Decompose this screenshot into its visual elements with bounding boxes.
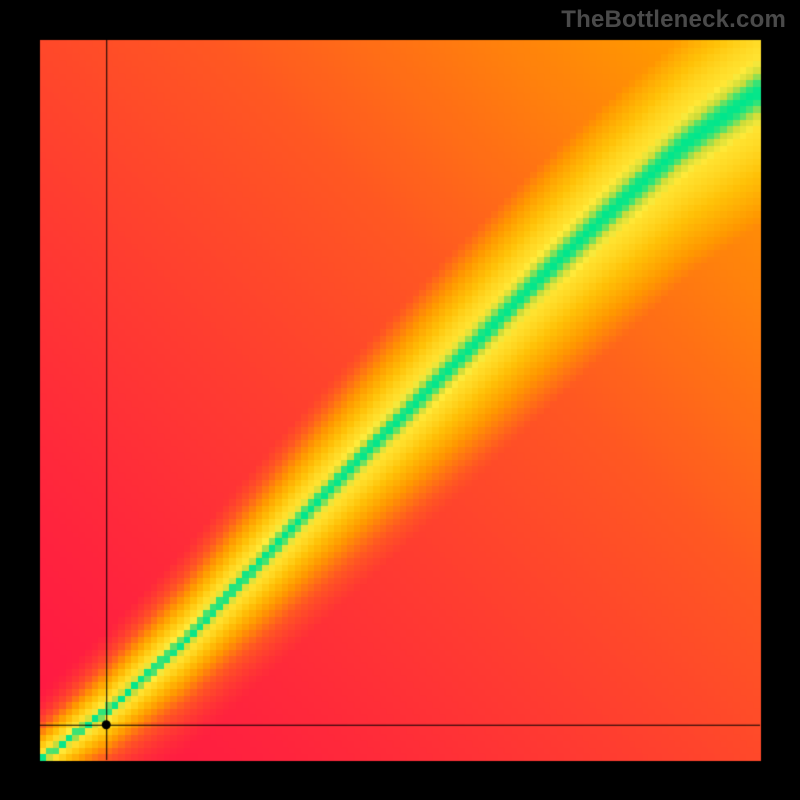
watermark-label: TheBottleneck.com (561, 6, 786, 34)
heatmap-canvas (0, 0, 800, 800)
chart-root: TheBottleneck.com (0, 0, 800, 800)
